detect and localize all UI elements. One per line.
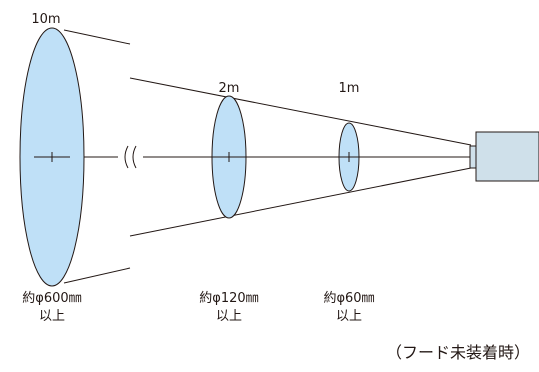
cone-line-top-far — [63, 29, 131, 45]
cone-line-bottom-far — [63, 267, 131, 284]
spot-size-10m: 約φ600㎜ — [22, 291, 81, 306]
spot-size-1m: 約φ60㎜ — [323, 291, 374, 306]
camera-lens — [469, 145, 477, 169]
spot-size-10m-suffix: 以上 — [39, 309, 65, 324]
spot-size-2m: 約φ120㎜ — [199, 291, 258, 306]
camera-body — [475, 131, 539, 182]
spot-size-2m-suffix: 以上 — [216, 309, 242, 324]
distance-label-10m: 10m — [31, 12, 60, 27]
cone-line-bottom — [129, 167, 472, 237]
distance-label-2m: 2m — [219, 81, 240, 96]
spot-size-1m-suffix: 以上 — [336, 309, 362, 324]
distance-label-1m: 1m — [339, 81, 360, 96]
cone-line-top — [129, 77, 472, 146]
caption: （フード未装着時） — [386, 343, 530, 362]
axis-break-mark — [124, 145, 137, 169]
